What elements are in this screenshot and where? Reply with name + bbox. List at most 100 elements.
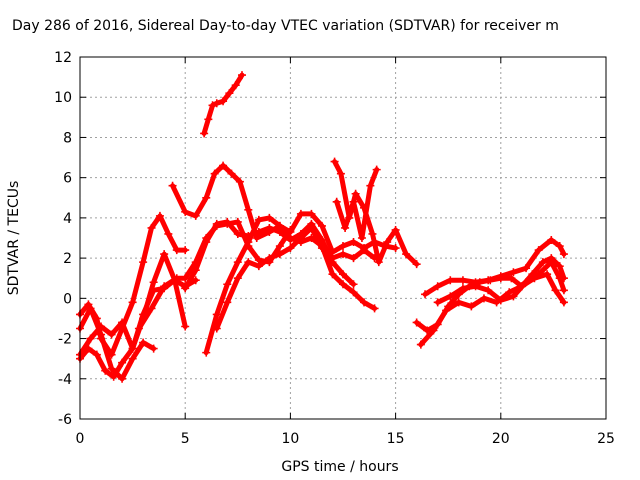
data-point bbox=[412, 260, 421, 269]
data-point bbox=[202, 348, 211, 357]
y-tick-label: 10 bbox=[54, 90, 72, 106]
data-point bbox=[317, 221, 326, 230]
x-tick-label: 10 bbox=[281, 431, 299, 447]
data-point bbox=[97, 330, 106, 339]
data-point bbox=[559, 298, 568, 307]
data-point bbox=[233, 217, 242, 226]
data-point bbox=[559, 250, 568, 259]
data-point bbox=[402, 250, 411, 259]
data-point bbox=[223, 217, 232, 226]
data-point bbox=[265, 213, 274, 222]
data-point bbox=[128, 344, 137, 353]
data-point bbox=[307, 223, 316, 232]
x-axis-label: GPS time / hours bbox=[281, 459, 398, 475]
data-point bbox=[244, 238, 253, 247]
data-point bbox=[559, 286, 568, 295]
data-point bbox=[86, 304, 95, 313]
data-point bbox=[244, 205, 253, 214]
data-point bbox=[509, 292, 518, 301]
data-point bbox=[118, 374, 127, 383]
y-tick-label: 8 bbox=[63, 130, 72, 146]
data-point bbox=[208, 101, 217, 110]
data-point bbox=[341, 223, 350, 232]
data-point bbox=[296, 234, 305, 242]
data-point bbox=[383, 238, 392, 247]
data-point bbox=[547, 258, 556, 267]
data-point bbox=[328, 270, 337, 279]
data-point bbox=[328, 254, 337, 263]
y-tick-label: 4 bbox=[63, 211, 72, 227]
data-point bbox=[86, 334, 95, 343]
series-track-15 bbox=[421, 236, 568, 299]
series-line bbox=[77, 305, 157, 382]
series-line bbox=[214, 225, 378, 331]
data-point bbox=[254, 215, 263, 224]
data-point bbox=[446, 276, 455, 285]
data-point bbox=[286, 227, 295, 236]
data-point bbox=[223, 280, 232, 289]
y-tick-label: -2 bbox=[58, 332, 72, 348]
data-point bbox=[416, 340, 425, 349]
data-point bbox=[149, 344, 158, 353]
data-point bbox=[538, 258, 547, 267]
data-point bbox=[360, 246, 369, 255]
data-point bbox=[223, 298, 232, 307]
data-point bbox=[168, 181, 177, 190]
data-point bbox=[368, 229, 377, 238]
data-point bbox=[134, 324, 143, 333]
data-point bbox=[118, 318, 127, 327]
data-point bbox=[212, 310, 221, 319]
data-point bbox=[128, 354, 137, 363]
data-point bbox=[149, 286, 158, 295]
data-point bbox=[200, 129, 209, 138]
data-point bbox=[265, 254, 274, 263]
data-point bbox=[128, 298, 137, 307]
data-point bbox=[317, 244, 326, 253]
data-point bbox=[210, 169, 219, 178]
data-point bbox=[202, 238, 211, 247]
data-point bbox=[296, 209, 305, 218]
data-point bbox=[286, 236, 295, 245]
data-point bbox=[433, 298, 442, 307]
data-point bbox=[522, 278, 531, 287]
data-point bbox=[442, 306, 451, 315]
plot-frame bbox=[79, 56, 607, 420]
data-point bbox=[496, 272, 505, 281]
data-point bbox=[458, 276, 467, 285]
data-point bbox=[275, 221, 284, 230]
data-point bbox=[336, 169, 345, 178]
data-point bbox=[484, 286, 493, 295]
data-point bbox=[349, 288, 358, 297]
data-point bbox=[275, 242, 284, 251]
data-point bbox=[349, 254, 358, 263]
data-point bbox=[107, 330, 116, 339]
data-point bbox=[349, 280, 358, 289]
series-line bbox=[435, 259, 567, 305]
series-line bbox=[136, 219, 293, 331]
series-track-16 bbox=[433, 258, 568, 307]
y-tick-label: -6 bbox=[58, 412, 72, 428]
data-point bbox=[172, 274, 181, 283]
data-point bbox=[97, 322, 106, 331]
data-point bbox=[147, 304, 156, 313]
data-point bbox=[212, 219, 221, 228]
data-point bbox=[219, 97, 228, 106]
series-track-6 bbox=[168, 161, 379, 313]
data-point bbox=[555, 242, 564, 251]
data-point bbox=[551, 286, 560, 295]
data-point bbox=[339, 280, 347, 289]
data-point bbox=[286, 244, 295, 253]
data-point bbox=[160, 282, 169, 291]
data-point bbox=[433, 282, 442, 291]
data-point bbox=[374, 258, 383, 267]
data-point bbox=[534, 246, 543, 255]
grid bbox=[80, 57, 606, 419]
data-point bbox=[351, 189, 360, 198]
data-point bbox=[505, 288, 514, 297]
data-point bbox=[238, 71, 247, 80]
y-tick-label: 6 bbox=[63, 171, 72, 187]
data-point bbox=[118, 358, 127, 367]
x-tick-label: 0 bbox=[76, 431, 85, 447]
data-point bbox=[454, 298, 463, 307]
